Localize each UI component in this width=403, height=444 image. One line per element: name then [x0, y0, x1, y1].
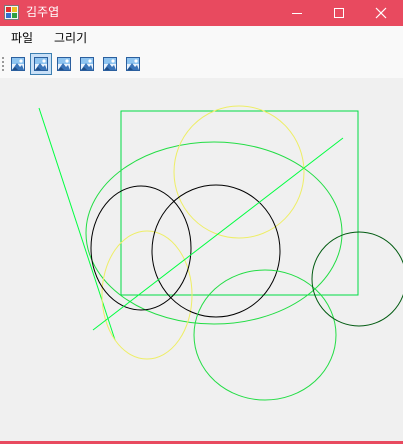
menu-draw[interactable]: 그리기 [54, 31, 88, 45]
close-icon [375, 7, 386, 19]
toolbar-button-5[interactable] [99, 53, 121, 75]
toolbar-button-4[interactable] [76, 53, 98, 75]
shape-ellipse-black-middle [151, 184, 281, 318]
title-bar[interactable]: 김주엽 [0, 0, 403, 26]
image-icon [126, 57, 140, 71]
window-title: 김주엽 [26, 5, 60, 19]
drawing-surface[interactable] [0, 78, 403, 441]
image-icon [34, 57, 48, 71]
shape-line-steep [38, 107, 116, 341]
shape-ellipse-dark-green [311, 231, 403, 327]
toolbar-grip-icon[interactable] [2, 56, 4, 72]
app-icon [4, 5, 19, 20]
image-icon [57, 57, 71, 71]
image-icon [11, 57, 25, 71]
image-icon [103, 57, 117, 71]
menu-bar: 파일 그리기 [0, 26, 403, 50]
window-bottom-border [0, 441, 403, 444]
close-button[interactable] [358, 0, 403, 26]
shape-ellipse-large-green [85, 141, 343, 325]
minimize-icon [291, 13, 302, 14]
toolbar [0, 50, 403, 78]
drawing-canvas[interactable] [0, 78, 403, 441]
shape-ellipse-yellow-top [173, 105, 305, 239]
toolbar-button-1[interactable] [7, 53, 29, 75]
image-icon [80, 57, 94, 71]
maximize-icon [333, 8, 344, 18]
shape-ellipse-yellow-left [101, 230, 193, 360]
toolbar-button-2[interactable] [30, 53, 52, 75]
maximize-button[interactable] [316, 0, 361, 26]
shape-rectangle [120, 110, 359, 296]
toolbar-button-6[interactable] [122, 53, 144, 75]
toolbar-button-3[interactable] [53, 53, 75, 75]
minimize-button[interactable] [274, 0, 319, 26]
shape-ellipse-black-left [90, 185, 192, 311]
shape-line-diagonal [92, 137, 344, 331]
menu-file[interactable]: 파일 [11, 31, 34, 45]
shape-ellipse-green-bottom [193, 269, 337, 401]
